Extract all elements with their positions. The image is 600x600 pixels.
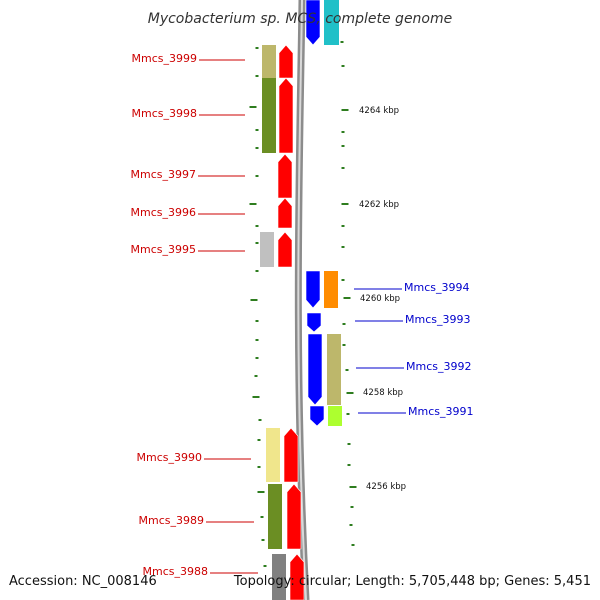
tick-mark — [341, 145, 345, 147]
tick-marks-layer — [249, 41, 357, 567]
position-label: 4258 kbp — [363, 388, 403, 398]
tick-mark — [341, 225, 345, 227]
tick-mark — [341, 246, 345, 248]
position-label: 4262 kbp — [359, 200, 399, 210]
reverse-gene-arrow[interactable] — [305, 270, 321, 309]
features-layer — [260, 0, 342, 600]
tick-mark — [341, 131, 345, 133]
forward-gene-label[interactable]: Mmcs_3998 — [132, 107, 197, 120]
major-tick-mark — [346, 392, 354, 394]
topology-text: Topology: circular; Length: 5,705,448 bp… — [233, 574, 591, 589]
position-label: 4256 kbp — [366, 482, 406, 492]
cog-category-box — [260, 232, 274, 267]
labels-layer: 4264 kbp 4262 kbp 4260 kbp 4258 kbp 4256 kbp… — [131, 52, 474, 578]
tick-mark — [255, 357, 259, 359]
tick-mark — [255, 129, 259, 131]
cog-category-box — [268, 484, 282, 549]
tick-mark — [255, 75, 259, 77]
tick-mark — [349, 524, 353, 526]
cog-category-box — [327, 334, 341, 405]
tick-mark — [255, 270, 259, 272]
major-tick-mark — [341, 203, 349, 205]
forward-gene-label[interactable]: Mmcs_3990 — [137, 451, 202, 464]
tick-mark — [255, 320, 259, 322]
tick-mark — [342, 323, 346, 325]
tick-mark — [347, 443, 351, 445]
tick-mark — [258, 419, 262, 421]
tick-mark — [255, 242, 259, 244]
tick-mark — [342, 344, 346, 346]
position-label: 4264 kbp — [359, 106, 399, 116]
genome-backbone-highlight — [297, 0, 307, 600]
major-tick-mark — [343, 297, 351, 299]
cog-category-box — [324, 271, 338, 308]
tick-mark — [257, 466, 261, 468]
tick-mark — [255, 175, 259, 177]
tick-mark — [260, 516, 264, 518]
forward-gene-arrow[interactable] — [278, 44, 294, 79]
tick-mark — [254, 375, 258, 377]
forward-gene-label[interactable]: Mmcs_3999 — [132, 52, 197, 65]
major-tick-mark — [349, 486, 357, 488]
reverse-gene-arrow[interactable] — [309, 405, 325, 427]
cog-category-box — [266, 428, 280, 482]
forward-gene-label[interactable]: Mmcs_3997 — [131, 168, 196, 181]
forward-gene-label[interactable]: Mmcs_3989 — [139, 514, 204, 527]
tick-mark — [351, 544, 355, 546]
forward-gene-arrow[interactable] — [289, 553, 305, 600]
tick-mark — [341, 65, 345, 67]
major-tick-mark — [257, 491, 265, 493]
tick-mark — [346, 413, 350, 415]
forward-gene-arrow[interactable] — [277, 231, 293, 268]
tick-mark — [255, 47, 259, 49]
top-reverse-gene[interactable] — [305, 0, 321, 46]
major-tick-mark — [250, 299, 258, 301]
reverse-gene-arrow[interactable] — [306, 312, 322, 333]
cog-category-box — [272, 554, 286, 600]
tick-mark — [255, 339, 259, 341]
top-cog-box — [324, 0, 339, 45]
tick-mark — [341, 167, 345, 169]
forward-gene-arrow[interactable] — [286, 483, 302, 550]
reverse-gene-label[interactable]: Mmcs_3992 — [406, 360, 471, 373]
tick-mark — [350, 506, 354, 508]
position-label: 4260 kbp — [360, 294, 400, 304]
tick-mark — [340, 41, 344, 43]
reverse-gene-arrow[interactable] — [307, 333, 323, 406]
major-tick-mark — [252, 396, 260, 398]
reverse-gene-label[interactable]: Mmcs_3991 — [408, 405, 473, 418]
tick-mark — [345, 369, 349, 371]
cog-category-box — [328, 406, 342, 426]
major-tick-mark — [249, 203, 257, 205]
tick-mark — [255, 147, 259, 149]
forward-gene-arrow[interactable] — [278, 77, 294, 154]
forward-gene-label[interactable]: Mmcs_3988 — [143, 565, 208, 578]
major-tick-mark — [249, 106, 257, 108]
reverse-gene-label[interactable]: Mmcs_3994 — [404, 281, 469, 294]
forward-gene-label[interactable]: Mmcs_3996 — [131, 206, 196, 219]
tick-mark — [261, 539, 265, 541]
tick-mark — [257, 439, 261, 441]
forward-gene-arrow[interactable] — [277, 153, 293, 199]
forward-gene-arrow[interactable] — [277, 197, 293, 229]
reverse-gene-label[interactable]: Mmcs_3993 — [405, 313, 470, 326]
cog-category-box — [262, 45, 276, 78]
tick-mark — [341, 279, 345, 281]
major-tick-mark — [341, 109, 349, 111]
forward-gene-label[interactable]: Mmcs_3995 — [131, 243, 196, 256]
forward-gene-arrow[interactable] — [283, 427, 299, 483]
map-title: Mycobacterium sp. MCS, complete genome — [148, 11, 453, 27]
tick-mark — [347, 464, 351, 466]
accession-text: Accession: NC_008146 — [9, 574, 157, 589]
tick-mark — [255, 225, 259, 227]
cog-category-box — [262, 78, 276, 153]
tick-mark — [263, 565, 267, 567]
